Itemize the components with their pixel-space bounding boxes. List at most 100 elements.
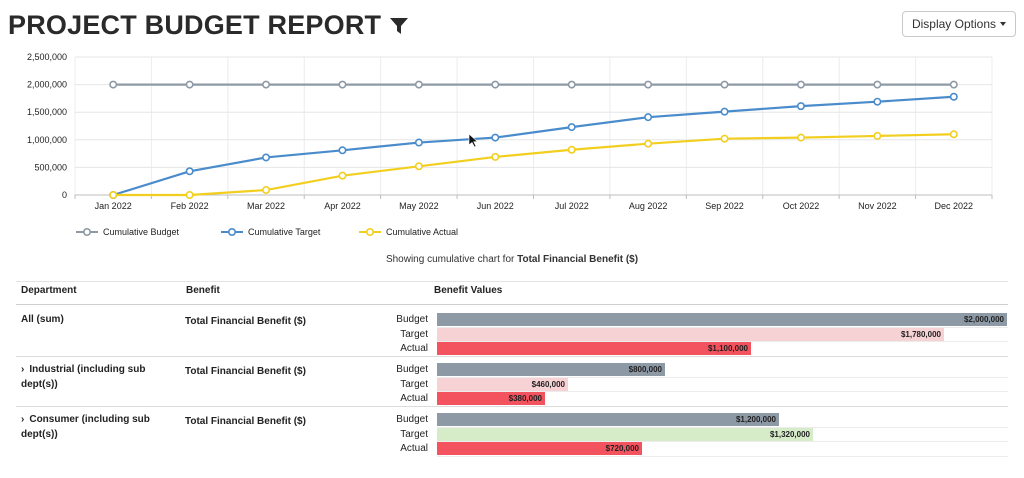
- x-tick-label: Dec 2022: [935, 201, 974, 211]
- bar-row-divider: [437, 341, 1008, 342]
- data-point[interactable]: [644, 113, 653, 122]
- bar-label: Actual: [400, 393, 428, 404]
- chart-caption: Showing cumulative chart for Total Finan…: [0, 254, 1024, 265]
- data-point[interactable]: [262, 80, 271, 89]
- data-point[interactable]: [873, 97, 882, 106]
- bar-label: Budget: [396, 364, 428, 375]
- data-point[interactable]: [567, 145, 576, 154]
- benefit-name: Total Financial Benefit ($): [185, 366, 306, 377]
- y-tick-label: 1,000,000: [27, 135, 67, 145]
- bar-row-divider: [437, 326, 1008, 328]
- benefit-name: Total Financial Benefit ($): [185, 416, 306, 427]
- data-point[interactable]: [796, 102, 805, 111]
- data-point[interactable]: [185, 191, 194, 200]
- data-point[interactable]: [873, 80, 882, 89]
- data-point[interactable]: [644, 139, 653, 148]
- data-point[interactable]: [720, 134, 729, 143]
- department-cell[interactable]: › Consumer (including sub dept(s)): [21, 412, 171, 442]
- bar-actual[interactable]: $380,000: [437, 392, 545, 405]
- display-options-button[interactable]: Display Options: [901, 11, 1016, 37]
- legend-swatch-marker[interactable]: [228, 228, 237, 237]
- expand-chevron-icon[interactable]: ›: [21, 414, 25, 425]
- x-tick-label: Feb 2022: [171, 201, 209, 211]
- data-point[interactable]: [414, 162, 423, 171]
- bar-row-divider: [437, 391, 1008, 392]
- y-tick-label: 500,000: [34, 162, 67, 172]
- data-point[interactable]: [949, 80, 958, 89]
- legend-label[interactable]: Cumulative Actual: [386, 227, 458, 237]
- bar-budget[interactable]: $800,000: [437, 363, 665, 376]
- page-title: PROJECT BUDGET REPORT: [8, 10, 409, 41]
- data-point[interactable]: [796, 80, 805, 89]
- x-tick-label: Nov 2022: [858, 201, 897, 211]
- filter-icon[interactable]: [389, 16, 409, 36]
- data-point[interactable]: [338, 146, 347, 155]
- data-point[interactable]: [185, 80, 194, 89]
- data-point[interactable]: [338, 171, 347, 180]
- legend-label[interactable]: Cumulative Budget: [103, 227, 180, 237]
- bar-budget[interactable]: $1,200,000: [437, 413, 779, 426]
- data-point[interactable]: [567, 80, 576, 89]
- benefit-name: Total Financial Benefit ($): [185, 316, 306, 327]
- bar-target[interactable]: $1,780,000: [437, 327, 944, 341]
- legend-swatch-marker[interactable]: [365, 228, 374, 237]
- department-cell[interactable]: › Industrial (including sub dept(s)): [21, 362, 171, 392]
- bar-row-divider: [437, 441, 1008, 442]
- data-point[interactable]: [262, 186, 271, 195]
- data-point[interactable]: [873, 131, 882, 140]
- x-tick-label: Oct 2022: [783, 201, 820, 211]
- department-name: Industrial (including sub dept(s)): [21, 364, 146, 390]
- data-point[interactable]: [338, 80, 347, 89]
- bar-row-divider: [437, 426, 1008, 428]
- y-tick-label: 2,500,000: [27, 52, 67, 62]
- x-tick-label: Apr 2022: [324, 201, 361, 211]
- bar-label: Target: [400, 378, 428, 390]
- col-header-department[interactable]: Department: [21, 285, 77, 296]
- report-title: PROJECT BUDGET REPORT: [8, 10, 382, 40]
- bar-label: Budget: [396, 314, 428, 325]
- expand-chevron-icon[interactable]: ›: [21, 364, 25, 375]
- caret-down-icon: [1000, 22, 1006, 26]
- bar-actual[interactable]: $720,000: [437, 442, 642, 455]
- data-point[interactable]: [567, 123, 576, 132]
- legend-swatch-marker[interactable]: [83, 228, 92, 237]
- x-tick-label: Jan 2022: [95, 201, 132, 211]
- legend-label[interactable]: Cumulative Target: [248, 227, 321, 237]
- data-point[interactable]: [414, 80, 423, 89]
- caption-metric: Total Financial Benefit ($): [517, 254, 639, 265]
- bar-label: Target: [400, 328, 428, 340]
- y-tick-label: 0: [62, 190, 67, 200]
- table-top-divider: [16, 281, 1008, 282]
- series-line-cumulative-actual: [113, 133, 954, 197]
- mouse-cursor-icon: [468, 133, 479, 148]
- data-point[interactable]: [720, 107, 729, 116]
- table-header-divider: [16, 304, 1008, 305]
- col-header-benefit[interactable]: Benefit: [186, 285, 220, 296]
- department-name: Consumer (including sub dept(s)): [21, 414, 150, 440]
- x-tick-label: Jul 2022: [555, 201, 589, 211]
- data-point[interactable]: [262, 153, 271, 162]
- data-point[interactable]: [109, 80, 118, 89]
- data-point[interactable]: [644, 80, 653, 89]
- caption-prefix: Showing cumulative chart for: [385, 254, 515, 265]
- y-tick-label: 2,000,000: [27, 80, 67, 90]
- bar-row-divider: [437, 376, 1008, 378]
- data-point[interactable]: [949, 92, 958, 101]
- bar-target[interactable]: $460,000: [437, 377, 568, 391]
- y-tick-label: 1,500,000: [27, 107, 67, 117]
- data-point[interactable]: [414, 138, 423, 147]
- data-point[interactable]: [491, 152, 500, 161]
- data-point[interactable]: [796, 133, 805, 142]
- data-point[interactable]: [491, 80, 500, 89]
- data-point[interactable]: [720, 80, 729, 89]
- data-point[interactable]: [491, 133, 500, 142]
- data-point[interactable]: [109, 191, 118, 200]
- bar-actual[interactable]: $1,100,000: [437, 342, 751, 355]
- data-point[interactable]: [949, 130, 958, 139]
- bar-budget[interactable]: $2,000,000: [437, 313, 1007, 326]
- col-header-benefit-values[interactable]: Benefit Values: [434, 285, 503, 296]
- series-line-cumulative-target: [112, 95, 954, 197]
- x-tick-label: May 2022: [399, 201, 439, 211]
- bar-target[interactable]: $1,320,000: [437, 427, 813, 441]
- data-point[interactable]: [185, 167, 194, 176]
